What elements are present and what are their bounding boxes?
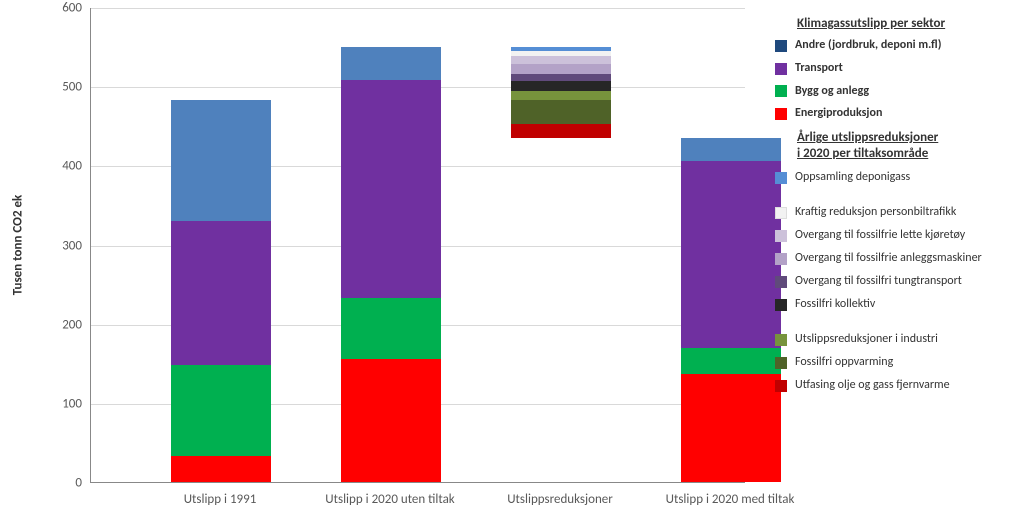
bar-segment (681, 374, 781, 482)
bar-segment (171, 100, 271, 221)
legend-label: Transport (795, 62, 1015, 76)
legend-item: Fossilfri oppvarming (775, 356, 1015, 370)
bar-segment (511, 56, 611, 64)
legend-swatch (775, 299, 787, 311)
bar-segment (511, 64, 611, 74)
legend-label: Overgang til fossilfri tungtransport (795, 275, 1015, 289)
bar-segment (511, 74, 611, 82)
x-tick-label: Utslippsreduksjoner (507, 492, 613, 507)
legend-swatch (775, 230, 787, 242)
legend-label: Fossilfri oppvarming (795, 356, 1015, 370)
legend-swatch (775, 108, 787, 120)
x-tick-label: Utslipp i 1991 (184, 492, 257, 507)
y-tick-label: 300 (32, 238, 82, 253)
legend-item: Oppsamling deponigass (775, 171, 1015, 185)
bar-segment (511, 81, 611, 91)
x-tick-label: Utslipp i 2020 uten tiltak (325, 492, 454, 507)
grid-line (91, 8, 745, 9)
bar-segment (341, 359, 441, 482)
legend-label: Overgang til fossilfrie anleggsmaskiner (795, 252, 1015, 266)
bar-segment (511, 100, 611, 124)
bar-segment (171, 221, 271, 365)
y-tick-label: 200 (32, 317, 82, 332)
legend-label: Andre (jordbruk, deponi m.fl) (795, 39, 1015, 53)
legend-item: Overgang til fossilfrie anleggsmaskiner (775, 252, 1015, 266)
legend-swatch (775, 172, 787, 184)
legend-item: Utfasing olje og gass fjernvarme (775, 379, 1015, 393)
bar-segment (341, 80, 441, 298)
y-axis-title: Tusen tonn CO2 ek (11, 195, 26, 296)
legend-item: Transport (775, 62, 1015, 76)
bar-segment (511, 51, 611, 56)
legend-swatch (775, 40, 787, 52)
bar-segment (171, 456, 271, 482)
legend-swatch (775, 85, 787, 97)
legend-label: Kraftig reduksjon personbiltrafikk (795, 206, 1015, 220)
y-tick-label: 400 (32, 159, 82, 174)
bar-segment (681, 138, 781, 160)
y-tick-label: 600 (32, 1, 82, 16)
plot-area (90, 8, 745, 483)
bar-segment (681, 161, 781, 349)
legend-swatch (775, 334, 787, 346)
legend-swatch (775, 207, 787, 219)
legend-label: Utfasing olje og gass fjernvarme (795, 379, 1015, 393)
legend-label: Utslippsreduksjoner i industri (795, 333, 1015, 347)
legend: Klimagassutslipp per sektor Andre (jordb… (775, 10, 1015, 402)
legend-heading-sectors: Klimagassutslipp per sektor (797, 16, 1015, 31)
bar-segment (681, 348, 781, 373)
legend-item: Bygg og anlegg (775, 85, 1015, 99)
y-tick-label: 100 (32, 396, 82, 411)
legend-item: Kraftig reduksjon personbiltrafikk (775, 206, 1015, 220)
legend-item: Fossilfri kollektiv (775, 298, 1015, 312)
legend-item: Energiproduksjon (775, 107, 1015, 121)
legend-heading-reductions-line2: i 2020 per tiltaksområde (797, 146, 928, 161)
bar-segment (341, 298, 441, 360)
legend-item: Andre (jordbruk, deponi m.fl) (775, 39, 1015, 53)
legend-label: Oppsamling deponigass (795, 171, 1015, 185)
bar-segment (341, 47, 441, 80)
chart-container: Tusen tonn CO2 ek 0 100 200 300 400 500 600 Uts… (0, 0, 770, 531)
legend-item: Overgang til fossilfrie lette kjøretøy (775, 229, 1015, 243)
legend-swatch (775, 380, 787, 392)
legend-label: Fossilfri kollektiv (795, 298, 1015, 312)
bar-segment (511, 91, 611, 101)
bar-segment (511, 124, 611, 138)
legend-swatch (775, 276, 787, 288)
legend-label: Overgang til fossilfrie lette kjøretøy (795, 229, 1015, 243)
legend-item: Utslippsreduksjoner i industri (775, 333, 1015, 347)
bar-segment (171, 365, 271, 456)
legend-heading-reductions: Årlige utslippsreduksjoner i 2020 per ti… (797, 130, 1015, 163)
y-tick-label: 0 (32, 476, 82, 491)
legend-label: Energiproduksjon (795, 107, 1015, 121)
legend-item: Overgang til fossilfri tungtransport (775, 275, 1015, 289)
legend-swatch (775, 357, 787, 369)
legend-heading-reductions-line1: Årlige utslippsreduksjoner (797, 130, 938, 145)
legend-swatch (775, 253, 787, 265)
legend-label: Bygg og anlegg (795, 85, 1015, 99)
legend-swatch (775, 63, 787, 75)
y-tick-label: 500 (32, 80, 82, 95)
x-tick-label: Utslipp i 2020 med tiltak (666, 492, 795, 507)
bar-segment (511, 47, 611, 52)
